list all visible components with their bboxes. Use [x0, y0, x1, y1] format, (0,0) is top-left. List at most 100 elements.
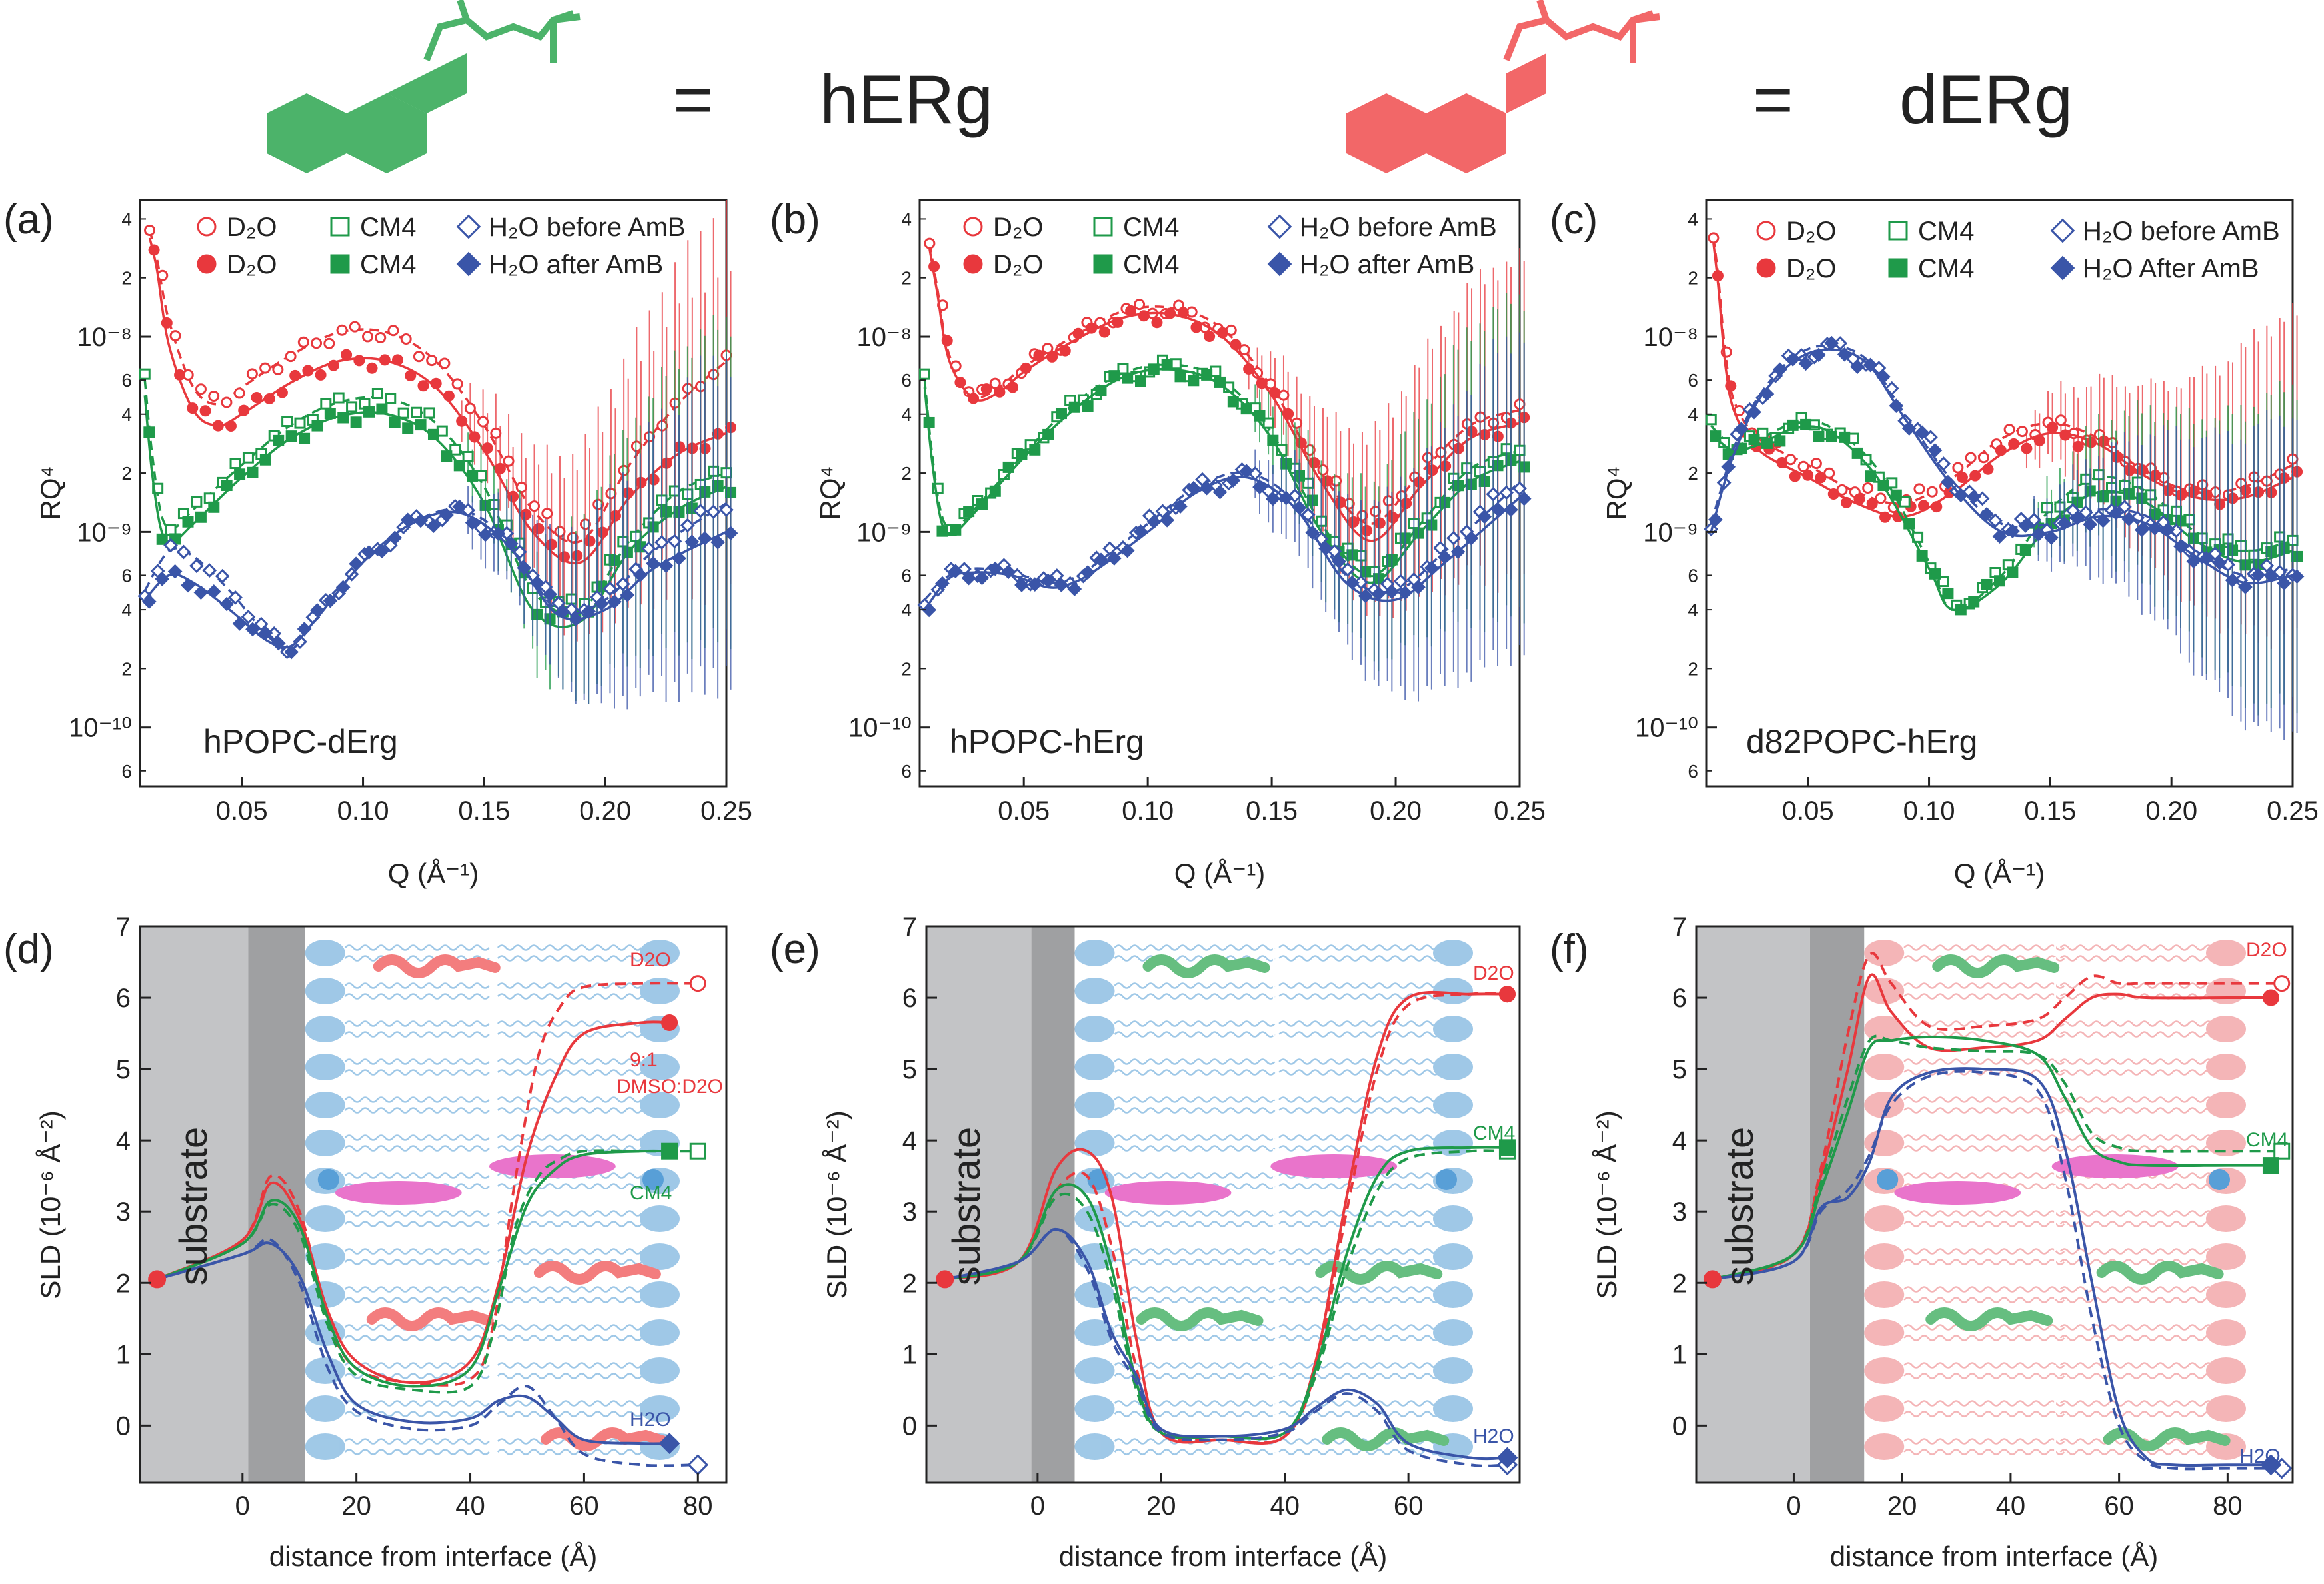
- x-tick-label: 0.25: [2267, 796, 2319, 826]
- legend-marker-icon: [1267, 214, 1292, 239]
- amb-molecule: [489, 1154, 616, 1178]
- data-point: [449, 444, 461, 456]
- data-point: [385, 393, 397, 404]
- legend-label: CM4: [360, 213, 416, 242]
- y-tick-label: 2: [116, 1269, 131, 1298]
- data-point: [1146, 514, 1162, 530]
- data-point: [2160, 522, 2175, 537]
- data-point: [189, 558, 204, 574]
- sld-end-marker: [1498, 1139, 1516, 1156]
- y-tick-label: 10⁻⁹: [856, 518, 912, 547]
- lipid-tail: [1903, 1400, 2065, 1407]
- data-point: [336, 324, 348, 336]
- curve-label-h2o: H2O: [630, 1409, 671, 1431]
- data-point: [1824, 335, 1839, 351]
- data-point: [241, 609, 256, 624]
- data-point: [337, 412, 349, 424]
- substrate-region: [926, 926, 1032, 1483]
- data-point: [1086, 322, 1098, 334]
- data-point: [464, 402, 476, 414]
- data-point: [1384, 584, 1400, 600]
- y-tick-label: 2: [1672, 1269, 1687, 1298]
- data-point: [467, 470, 479, 482]
- lipid-headgroup: [1074, 1281, 1115, 1308]
- data-point: [1151, 317, 1163, 329]
- y-minor-tick-label: 4: [901, 600, 912, 620]
- data-point: [607, 594, 622, 609]
- data-point: [1256, 377, 1268, 389]
- lipid-tail: [344, 993, 490, 1000]
- data-point: [2018, 518, 2033, 533]
- data-point: [1020, 362, 1032, 374]
- lipid-tail: [497, 1221, 642, 1227]
- data-point: [1177, 307, 1189, 319]
- data-point: [2047, 422, 2059, 434]
- data-point: [1042, 343, 1054, 355]
- data-point: [948, 564, 963, 579]
- data-point: [1802, 469, 1814, 481]
- data-point: [2072, 440, 2084, 452]
- data-point: [541, 508, 553, 520]
- data-point: [1216, 327, 1228, 339]
- data-point: [1879, 511, 1891, 523]
- sld-end-marker: [687, 1454, 709, 1476]
- x-tick-label: 0.05: [216, 796, 268, 826]
- sample-label: hPOPC-hErg: [950, 723, 1144, 760]
- panel-a: (a) 0.05 0.10 0.15 0.20 0.25 10⁻⁸ 10⁻⁹ 10⁻¹⁰ 6 2 4…: [3, 197, 752, 889]
- y-tick-label: 2: [902, 1269, 917, 1298]
- data-point: [456, 415, 468, 427]
- legend-label: CM4: [1918, 254, 1974, 283]
- data-point: [366, 362, 378, 374]
- data-point: [1942, 588, 1954, 600]
- data-point: [1055, 408, 1067, 420]
- data-point: [1776, 457, 1788, 469]
- oxide-layer: [1031, 926, 1075, 1483]
- data-point: [1016, 448, 1028, 460]
- data-point: [1161, 359, 1173, 371]
- data-point: [635, 476, 647, 488]
- data-point: [148, 244, 160, 256]
- bilayer-cartoon: [1074, 933, 1473, 1476]
- lipid-tail: [1114, 1107, 1276, 1114]
- legend-label: D₂O: [1786, 217, 1837, 246]
- lipid-headgroup: [1074, 978, 1115, 1004]
- data-point: [1252, 480, 1267, 495]
- panel-b: (b) 0.05 0.10 0.15 0.20 0.25 10⁻⁸ 10⁻⁹ 10⁻¹⁰ 6 2 4…: [770, 197, 1546, 889]
- legend-label: H₂O before AmB: [489, 213, 686, 242]
- data-point: [1923, 430, 1938, 445]
- lipid-tail: [1903, 1335, 2065, 1341]
- x-axis-label: Q (Å⁻¹): [1174, 858, 1265, 889]
- data-point: [323, 337, 335, 349]
- lipid-tail: [1278, 1259, 1440, 1265]
- data-point: [2033, 434, 2045, 446]
- sld-profile-line: [1712, 952, 2282, 1281]
- data-point: [922, 602, 937, 618]
- data-point: [1148, 363, 1160, 375]
- lipid-tail: [1278, 1020, 1440, 1027]
- lipid-tail: [1278, 944, 1440, 951]
- data-point: [2069, 510, 2085, 526]
- data-point: [272, 363, 284, 375]
- sld-end-marker: [1496, 1447, 1518, 1469]
- lipid-tail: [1903, 1058, 2065, 1065]
- panel-letter: (c): [1550, 197, 1598, 243]
- sample-label: d82POPC-hErg: [1746, 723, 1977, 760]
- data-point: [2055, 414, 2067, 426]
- lipid-tail: [497, 993, 642, 1000]
- lipid-tail: [344, 1335, 490, 1341]
- data-point: [2057, 516, 2072, 531]
- data-point: [405, 370, 417, 382]
- data-point: [1001, 564, 1016, 580]
- amb-head: [1436, 1169, 1457, 1190]
- legend-label: H₂O before AmB: [1300, 213, 1497, 242]
- data-point: [246, 368, 258, 380]
- data-point: [1371, 586, 1386, 601]
- data-point: [1981, 578, 1993, 590]
- sld-end-marker: [2262, 1157, 2279, 1174]
- data-point: [221, 396, 233, 408]
- data-point: [1308, 457, 1320, 469]
- legend-marker-icon: [1267, 251, 1292, 277]
- lipid-headgroup: [1864, 1395, 1905, 1422]
- lipid-tail: [344, 944, 490, 951]
- data-point: [2044, 530, 2059, 545]
